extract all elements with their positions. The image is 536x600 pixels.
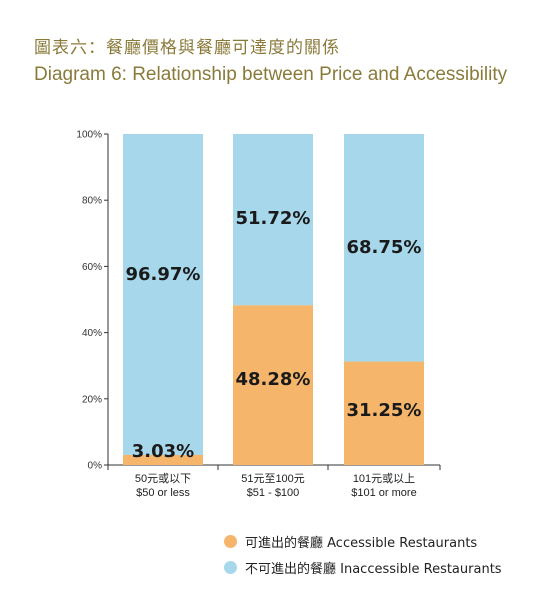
legend-item-inaccessible: 不可進出的餐廳 Inaccessible Restaurants	[224, 554, 502, 580]
y-tick-label: 0%	[88, 461, 103, 472]
data-label-accessible: 3.03%	[132, 441, 194, 462]
legend-label-inaccessible: 不可進出的餐廳 Inaccessible Restaurants	[245, 561, 502, 577]
data-label-inaccessible: 51.72%	[236, 208, 311, 229]
legend-item-accessible: 可進出的餐廳 Accessible Restaurants	[224, 528, 502, 554]
y-tick-label: 40%	[82, 328, 102, 339]
chart-title-chinese: 圖表六：餐廳價格與餐廳可達度的關係	[34, 38, 340, 58]
bar-inaccessible	[123, 134, 203, 455]
x-category-label: 51元至100元	[241, 473, 305, 485]
bar-accessible	[344, 361, 424, 465]
x-category-label: 101元或以上	[353, 472, 415, 485]
accessible-swatch-icon	[224, 534, 237, 548]
data-label-inaccessible: 68.75%	[347, 237, 422, 258]
data-label-accessible: 48.28%	[236, 369, 311, 390]
x-category-label: $51 - $100	[247, 487, 300, 499]
y-tick-label: 20%	[82, 394, 102, 405]
data-label-inaccessible: 96.97%	[126, 264, 201, 285]
y-tick-label: 80%	[82, 196, 102, 207]
x-category-label: 50元或以下	[135, 472, 191, 485]
chart-title-english: Diagram 6: Relationship between Price an…	[34, 64, 508, 85]
y-tick-label: 100%	[76, 130, 102, 141]
bar-inaccessible	[344, 134, 424, 362]
legend: 可進出的餐廳 Accessible Restaurants 不可進出的餐廳 In…	[224, 528, 502, 580]
legend-label-accessible: 可進出的餐廳 Accessible Restaurants	[245, 535, 478, 551]
x-category-label: $50 or less	[136, 487, 190, 499]
bar-inaccessible	[233, 134, 313, 306]
x-category-label: $101 or more	[351, 487, 416, 499]
inaccessible-swatch-icon	[224, 560, 237, 574]
data-label-accessible: 31.25%	[347, 400, 422, 421]
y-tick-label: 60%	[82, 262, 102, 273]
bar-accessible	[233, 305, 313, 465]
bar-accessible	[123, 454, 203, 465]
